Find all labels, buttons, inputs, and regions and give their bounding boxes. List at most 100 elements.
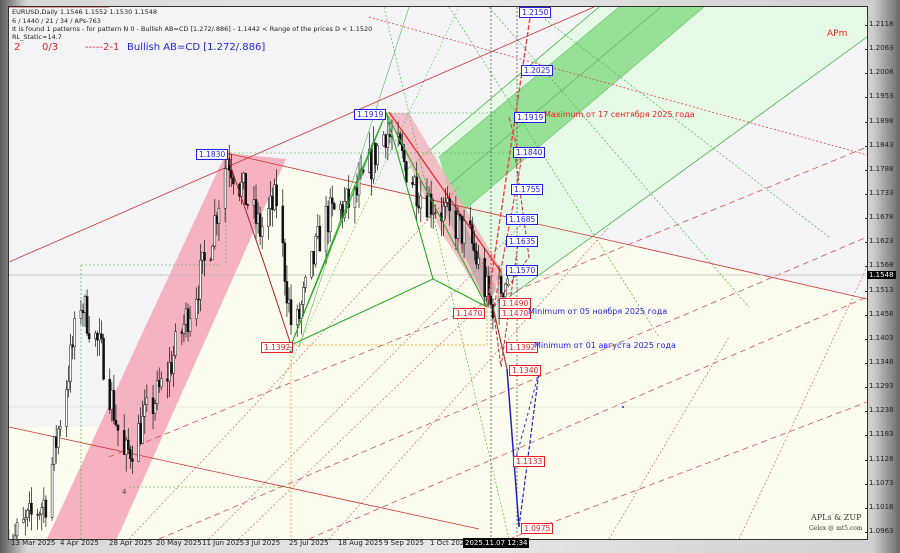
candle-body	[298, 309, 301, 319]
candle-body	[330, 197, 334, 204]
time-tick: 18 Aug 2025	[338, 539, 383, 547]
candle-body	[415, 176, 418, 207]
candle-body	[431, 213, 435, 215]
candle-body	[477, 258, 480, 265]
candle-body	[50, 464, 54, 518]
candle-body	[388, 134, 392, 137]
candle-body	[339, 204, 342, 210]
pattern-count: 2	[14, 42, 21, 53]
abcd-pattern	[290, 111, 488, 346]
candle-body	[96, 332, 99, 341]
candle-body	[160, 378, 163, 388]
chart-drawings	[9, 7, 867, 539]
price-tick: 1.1458	[865, 309, 894, 318]
price-tick: 1.2063	[865, 44, 894, 53]
candle-body	[446, 198, 449, 203]
candle-body	[201, 252, 204, 261]
candle-body	[419, 195, 423, 209]
price-tick: 1.0963	[865, 526, 894, 535]
price-tick: 1.1348	[865, 357, 894, 366]
time-tick: 3 Jul 2025	[245, 539, 281, 547]
level-label: 1.1392	[506, 342, 539, 353]
level-label: 1.1470	[453, 308, 486, 319]
candle-body	[54, 436, 58, 448]
candle-body	[114, 420, 118, 426]
candle-body	[203, 252, 206, 261]
candle-body	[343, 201, 346, 218]
candle-body	[141, 416, 144, 444]
time-cursor-badge: 2025.11.07 12:34	[463, 538, 530, 548]
level-label: 1.1570	[506, 265, 539, 276]
candle-body	[85, 296, 89, 334]
time-tick: 4 Apr 2025	[60, 539, 99, 547]
time-axis[interactable]: 13 Mar 2025 4 Apr 2025 28 Apr 2025 20 May 2…	[8, 538, 866, 553]
candle-body	[110, 390, 114, 410]
params-info: 6 / 1440 / 21 / 34 / APs-763	[12, 17, 101, 25]
candle-body	[170, 362, 173, 374]
candle-body	[260, 226, 264, 237]
candle-body	[244, 172, 247, 205]
candle-body	[182, 323, 186, 334]
candle-body	[384, 134, 388, 148]
price-tick: 1.1843	[865, 140, 894, 149]
candle-body	[13, 535, 17, 539]
candle-body	[168, 362, 171, 382]
point-2-label: 2	[289, 346, 294, 354]
candle-body	[145, 397, 149, 405]
candle-body	[304, 276, 307, 288]
candle-body	[186, 308, 190, 332]
level-label: 1.1919	[354, 109, 387, 120]
candle-body	[454, 210, 458, 239]
candle-body	[21, 519, 25, 523]
candle-body	[448, 198, 451, 211]
level-label: 1.1470	[499, 308, 532, 319]
candle-body	[506, 278, 509, 285]
candle-body	[100, 333, 103, 339]
candle-body	[252, 199, 256, 206]
candle-body	[256, 213, 260, 224]
level-label: 1.1340	[509, 365, 542, 376]
price-tick: 1.1568	[865, 261, 894, 270]
time-tick: 1 Oct 2025	[430, 539, 469, 547]
candle-body	[213, 215, 217, 247]
price-tick: 1.1678	[865, 213, 894, 222]
candlestick-series	[9, 119, 509, 539]
candle-body	[30, 503, 33, 515]
candle-body	[197, 298, 200, 301]
candle-body	[42, 499, 46, 508]
candle-body	[246, 204, 250, 206]
candle-body	[71, 344, 74, 348]
price-tick: 1.1238	[865, 406, 894, 415]
candle-body	[166, 378, 169, 382]
candle-body	[318, 226, 322, 252]
candle-body	[129, 449, 132, 460]
candle-body	[345, 188, 348, 202]
price-tick: 1.2008	[865, 68, 894, 77]
candle-body	[473, 243, 476, 252]
candle-body	[36, 514, 39, 516]
candle-body	[65, 389, 68, 427]
candle-body	[267, 208, 270, 228]
price-tick: 1.1128	[865, 454, 894, 463]
price-axis[interactable]: 1.2118 1.2063 1.2008 1.1953 1.1898 1.1843 1.17…	[865, 0, 900, 540]
candle-body	[403, 150, 406, 163]
candle-body	[386, 134, 390, 148]
candle-body	[151, 397, 155, 414]
chart-plot-area[interactable]: EURUSD,Daily 1.1546 1.1552 1.1530 1.1548…	[8, 6, 868, 540]
candle-body	[124, 439, 128, 455]
candle-body	[127, 439, 130, 450]
candle-body	[59, 426, 62, 430]
candle-body	[469, 220, 472, 226]
level-label: 1.1830	[196, 149, 229, 160]
candle-body	[287, 299, 291, 304]
symbol-info: EURUSD,Daily 1.1546 1.1552 1.1530 1.1548	[12, 8, 158, 16]
candle-body	[209, 259, 212, 261]
candle-body	[112, 390, 116, 421]
candle-body	[24, 517, 27, 520]
candle-body	[57, 428, 60, 448]
level-label: 1.1133	[513, 456, 546, 467]
price-tick: 1.1733	[865, 188, 894, 197]
level-label: 1.1685	[506, 214, 539, 225]
candle-body	[283, 242, 287, 282]
level-label: 1.2150	[519, 7, 552, 18]
